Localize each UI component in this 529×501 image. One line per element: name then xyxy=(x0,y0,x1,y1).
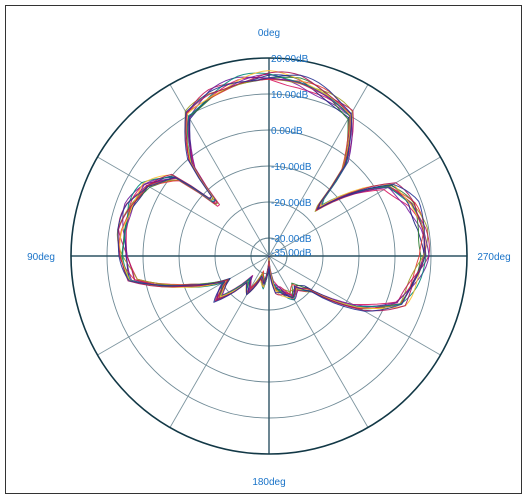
pattern-trace xyxy=(118,78,430,309)
grid-spoke xyxy=(268,156,441,257)
pattern-trace xyxy=(117,74,426,312)
grid-spoke xyxy=(97,156,270,257)
angle-label-90deg: 90deg xyxy=(27,252,55,263)
radial-tick-label: -35.00dB xyxy=(271,248,312,259)
radial-tick-label: 20.00dB xyxy=(271,54,309,65)
radial-tick-label: 0.00dB xyxy=(271,126,303,137)
radial-tick-label: -20.00dB xyxy=(271,198,312,209)
pattern-trace xyxy=(125,77,425,305)
grid-spoke xyxy=(268,255,369,428)
angle-label-270deg: 270deg xyxy=(477,252,510,263)
grid-spoke xyxy=(169,84,270,257)
radial-tick-label: -10.00dB xyxy=(271,162,312,173)
angle-label-0deg: 0deg xyxy=(258,28,280,39)
grid-spoke xyxy=(268,84,369,257)
grid-spoke xyxy=(169,255,270,428)
pattern-trace xyxy=(117,71,426,312)
radial-tick-label: -30.00dB xyxy=(271,234,312,245)
grid-spoke xyxy=(97,255,270,356)
radial-tick-labels: -35.00dB -30.00dB -20.00dB -10.00dB 0.00dB 10… xyxy=(271,54,312,259)
polar-grid xyxy=(70,57,468,455)
outer-ring xyxy=(70,57,468,455)
pattern-traces xyxy=(116,70,430,312)
chart-frame xyxy=(5,5,522,494)
angle-label-180deg: 180deg xyxy=(252,477,285,488)
radial-tick-label: 10.00dB xyxy=(271,90,309,101)
